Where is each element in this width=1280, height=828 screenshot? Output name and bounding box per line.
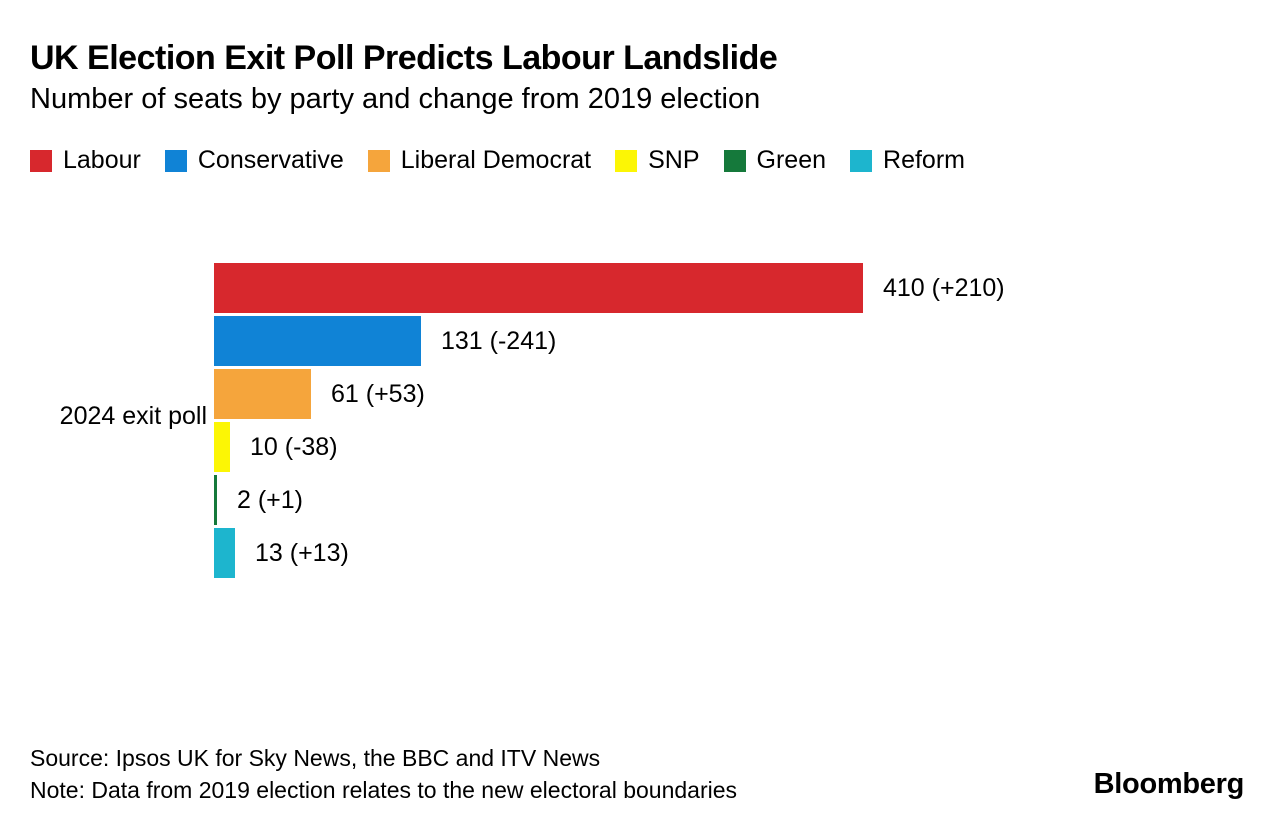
legend-label-labour: Labour	[63, 146, 141, 174]
bar-liberal-democrat	[214, 369, 311, 419]
bar-row-conservative: 131 (-241)	[214, 316, 1005, 366]
bar-row-reform: 13 (+13)	[214, 528, 1005, 578]
legend-item-liberal-democrat: Liberal Democrat	[367, 146, 592, 174]
source-line: Source: Ipsos UK for Sky News, the BBC a…	[30, 745, 601, 771]
source-note-block: Source: Ipsos UK for Sky News, the BBC a…	[30, 742, 737, 806]
note-line: Note: Data from 2019 election relates to…	[30, 777, 738, 803]
legend-item-reform: Reform	[850, 148, 965, 173]
legend-swatch-reform	[850, 149, 873, 172]
bar-value-label-conservative: 131 (-241)	[441, 326, 557, 355]
bar-reform	[214, 528, 235, 578]
bar-labour	[214, 263, 863, 313]
legend-label-conservative: Conservative	[197, 146, 344, 174]
bar-value-label-liberal-democrat: 61 (+53)	[331, 379, 425, 408]
legend-label-snp: SNP	[648, 146, 700, 174]
legend-item-conservative: Conservative	[164, 146, 344, 174]
bar-row-liberal-democrat: 61 (+53)	[214, 369, 1005, 419]
page-title: UK Election Exit Poll Predicts Labour La…	[30, 39, 778, 77]
bar-row-labour: 410 (+210)	[214, 263, 1005, 313]
bar-row-green: 2 (+1)	[214, 475, 1005, 525]
bar-row-snp: 10 (-38)	[214, 422, 1005, 472]
page-subtitle: Number of seats by party and change from…	[30, 83, 761, 115]
legend-swatch-green	[723, 149, 746, 172]
bar-green	[214, 475, 217, 525]
bar-value-label-labour: 410 (+210)	[883, 273, 1005, 302]
bar-value-label-reform: 13 (+13)	[255, 538, 349, 567]
legend-item-green: Green	[723, 146, 827, 174]
category-label: 2024 exit poll	[59, 402, 207, 430]
legend-swatch-snp	[615, 149, 638, 172]
bar-conservative	[214, 316, 421, 366]
bar-group: 410 (+210) 131 (-241) 61 (+53) 10 (-38) 2 (+…	[214, 263, 1005, 578]
bloomberg-logo: Bloomberg	[1093, 768, 1245, 800]
legend-item-snp: SNP	[615, 146, 700, 174]
legend-swatch-liberal-democrat	[367, 149, 390, 172]
bar-value-label-snp: 10 (-38)	[250, 432, 338, 461]
legend-item-labour: Labour	[30, 148, 141, 173]
legend-swatch-conservative	[164, 149, 187, 172]
legend-label-liberal-democrat: Liberal Democrat	[400, 146, 592, 174]
bar-snp	[214, 422, 230, 472]
legend-label-reform: Reform	[883, 146, 965, 174]
bar-value-label-green: 2 (+1)	[237, 485, 304, 514]
legend: Labour Conservative Liberal Democrat SNP Gre…	[30, 148, 965, 173]
legend-swatch-labour	[30, 149, 52, 172]
legend-label-green: Green	[756, 146, 827, 174]
